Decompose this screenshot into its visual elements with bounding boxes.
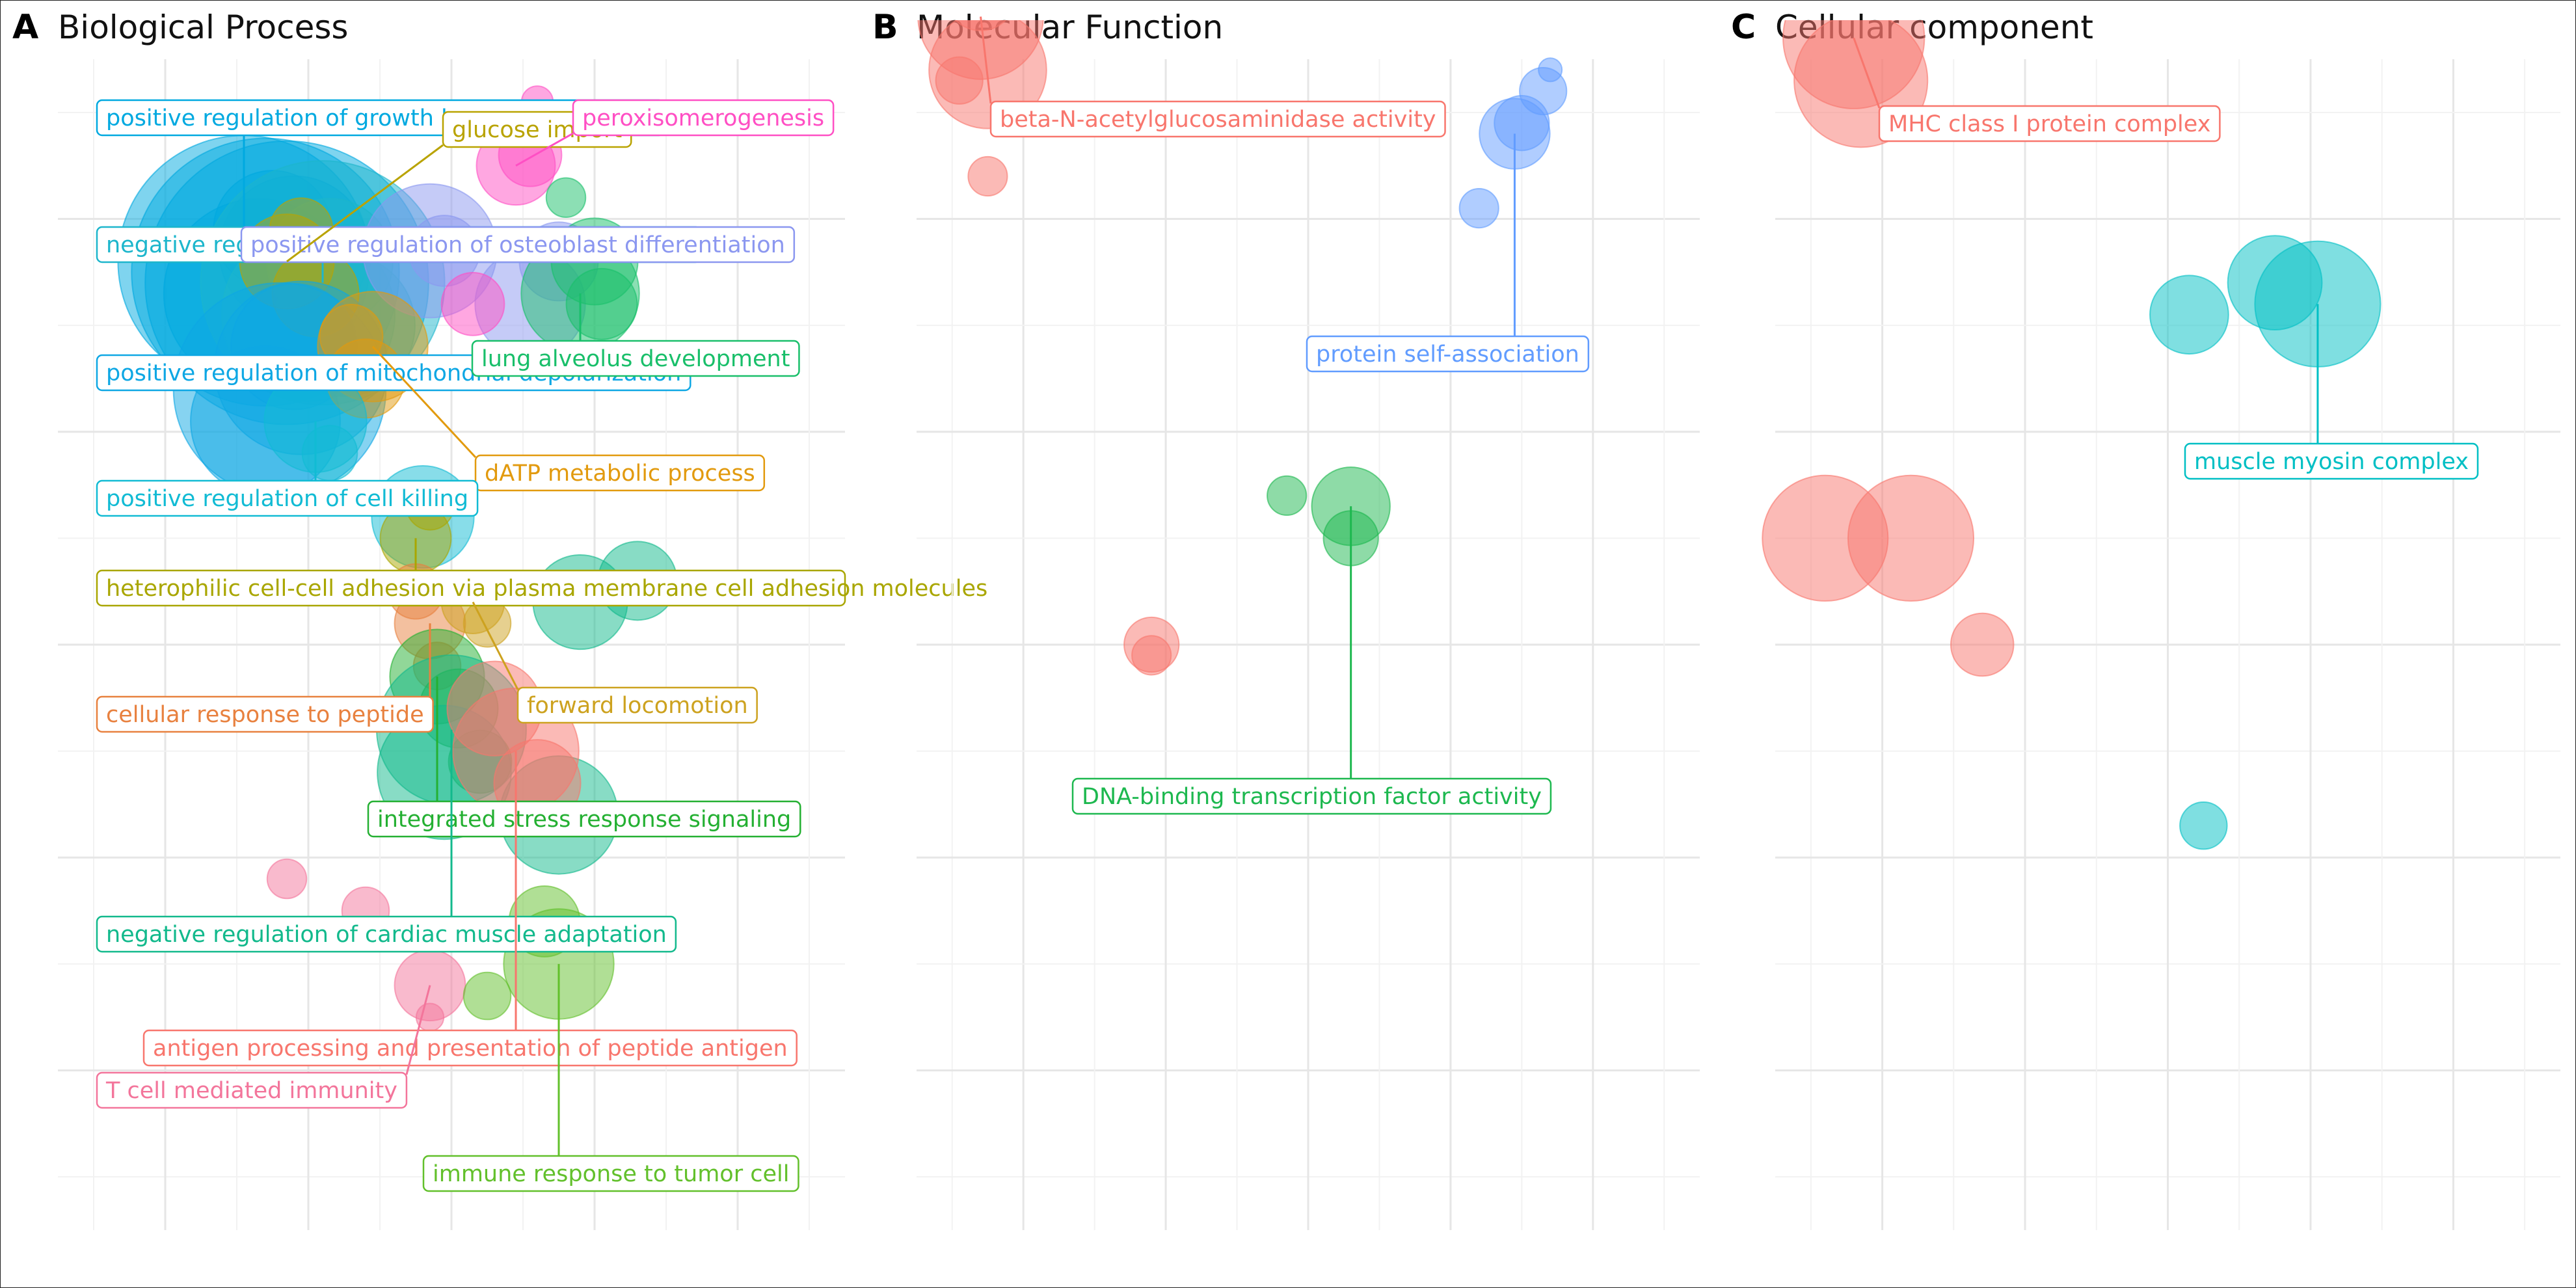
label-leader-line	[515, 132, 574, 167]
cluster-label-box	[96, 915, 677, 953]
cluster-label: DNA-binding transcription factor activit…	[1071, 506, 1552, 815]
cluster-label-box	[422, 1155, 799, 1192]
cluster-label: lung alveolus development	[471, 293, 800, 377]
cluster-label: antigen processing and presentation of p…	[142, 751, 798, 1067]
bubble	[1458, 187, 1499, 229]
cluster-label-text: peroxisomerogenesis	[582, 105, 824, 131]
cluster-label-box	[572, 99, 835, 137]
panel-letter: C	[1731, 8, 1756, 47]
panel-b: B Molecular Functionbeta-N-acetylglucosam…	[872, 8, 1700, 1230]
panel-letter: B	[872, 8, 898, 47]
panel-a: A Biological Process positive regulation o…	[12, 8, 987, 1230]
bubble	[545, 177, 587, 218]
cluster-label-box	[1878, 105, 2221, 142]
cluster-label-text: MHC class I protein complex	[1888, 111, 2210, 137]
cluster-label-text: positive regulation of osteoblast differ…	[250, 232, 785, 258]
grid	[917, 59, 1700, 1230]
cluster-label-box	[1071, 777, 1552, 815]
label-leader-line	[286, 144, 444, 263]
bubble	[463, 971, 512, 1021]
cluster-label-text: forward locomotion	[527, 693, 748, 719]
cluster-label-box	[471, 340, 800, 377]
bubble	[266, 858, 308, 900]
cluster-label: positive regulation of cell killing	[96, 421, 479, 517]
cluster-label-box	[96, 479, 479, 517]
cluster-label-text: DNA-binding transcription factor activit…	[1082, 784, 1542, 810]
cluster-label: negative regulation of cardiac muscle ad…	[96, 729, 677, 953]
cluster-label: peroxisomerogenesis	[515, 99, 835, 167]
cluster-label-box	[240, 226, 796, 263]
cluster-label: heterophilic cell-cell adhesion via plas…	[96, 538, 987, 607]
bubble	[935, 56, 984, 105]
cluster-label: protein self-association	[1306, 133, 1590, 373]
bubble	[1267, 475, 1308, 517]
bubble	[1950, 612, 2015, 677]
bubble	[2227, 235, 2323, 331]
bubble	[463, 598, 512, 648]
cluster-label-text: beta-N-acetylglucosaminidase activity	[1000, 107, 1436, 133]
bubbles	[917, 20, 1568, 676]
cluster-label: positive regulation of osteoblast differ…	[240, 226, 796, 263]
bubble	[1847, 474, 1975, 602]
bubble	[1131, 635, 1172, 676]
cluster-label-box	[1306, 335, 1590, 373]
cluster-label-box	[142, 1029, 798, 1067]
bubble	[565, 267, 638, 340]
cluster-label: immune response to tumor cell	[422, 963, 799, 1192]
bubble	[440, 271, 505, 336]
bubble	[301, 425, 358, 481]
cluster-label: muscle myosin complex	[2184, 304, 2479, 480]
label-leader-line	[472, 601, 519, 690]
cluster-label-text: T cell mediated immunity	[105, 1078, 397, 1104]
bubble	[954, 20, 1007, 31]
cluster-label-box	[96, 569, 846, 607]
cluster-label-box	[96, 695, 434, 733]
label-leader-line	[371, 345, 477, 459]
cluster-label: beta-N-acetylglucosaminidase activity	[980, 16, 1446, 138]
cluster-label-text: heterophilic cell-cell adhesion via plas…	[106, 576, 987, 602]
bubble	[2179, 801, 2228, 850]
bubble	[2149, 275, 2229, 355]
cluster-label-text: negative regulation of cardiac muscle ad…	[106, 922, 667, 948]
cluster-label-box	[989, 100, 1446, 138]
cluster-label: integrated stress response signaling	[367, 677, 801, 838]
cluster-label-box	[367, 800, 801, 838]
labels: MHC class I protein complex muscle myosin…	[1853, 37, 2479, 480]
grid	[1775, 59, 2560, 1230]
cluster-label-text: positive regulation of cell killing	[106, 486, 468, 512]
cluster-label-text: dATP metabolic process	[485, 461, 755, 487]
cluster-label-box	[517, 686, 758, 724]
cluster-label-text: lung alveolus development	[481, 346, 790, 372]
cluster-label: cellular response to peptide	[96, 623, 434, 733]
label-leader-line	[405, 985, 431, 1075]
cluster-label-box	[96, 1071, 408, 1109]
cluster-label-box	[2184, 442, 2479, 480]
cluster-label-text: integrated stress response signaling	[377, 807, 791, 833]
bubble	[415, 1002, 445, 1032]
bubble	[1538, 57, 1563, 83]
cluster-label: MHC class I protein complex	[1853, 37, 2221, 142]
bubble	[967, 155, 1008, 197]
cluster-label: forward locomotion	[472, 601, 758, 724]
label-leader-line	[1853, 37, 1881, 109]
labels: positive regulation of growth hormone se…	[96, 99, 987, 1192]
labels: beta-N-acetylglucosaminidase activity pro…	[980, 16, 1590, 815]
panel-letter: A	[12, 8, 38, 47]
cluster-label-text: antigen processing and presentation of p…	[153, 1036, 788, 1062]
cluster-label-text: immune response to tumor cell	[433, 1161, 789, 1187]
panel-title: Biological Process	[58, 8, 348, 46]
label-leader-line	[980, 16, 992, 104]
cluster-label-text: protein self-association	[1316, 342, 1579, 368]
cluster-label-text: cellular response to peptide	[106, 702, 424, 728]
cluster-label-box	[474, 454, 766, 492]
cluster-label-text: muscle myosin complex	[2194, 449, 2469, 475]
cluster-label: T cell mediated immunity	[96, 985, 431, 1109]
cluster-label: dATP metabolic process	[371, 345, 766, 492]
